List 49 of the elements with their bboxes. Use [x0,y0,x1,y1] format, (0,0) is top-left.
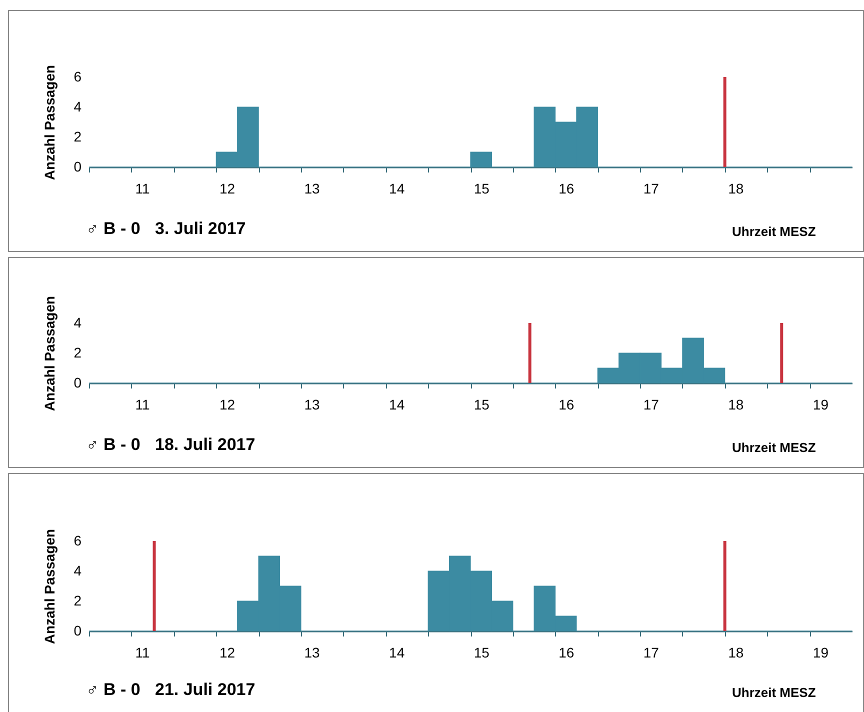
x-tick-label: 19 [812,644,829,660]
x-tick-label: 15 [474,180,490,196]
x-tick-label: 13 [304,396,320,412]
x-tick-label: 11 [135,180,150,196]
text: ♂ B - 0 [86,435,140,455]
x-tick-label: 14 [389,180,405,196]
x-tick-label: 17 [643,180,660,196]
x-tick-label: 14 [389,644,405,660]
y-axis-title: Anzahl Passagen [42,296,58,412]
y-axis-title: Anzahl Passagen [42,64,58,180]
x-tick-label: 12 [219,644,236,660]
y-axis-title: Anzahl Passagen [42,528,58,644]
x-axis-title: Uhrzeit MESZ [732,224,816,239]
y-tick-label: 4 [74,314,82,330]
y-tick-label: 0 [74,158,82,174]
x-axis-title: Uhrzeit MESZ [732,440,816,455]
y-tick-label: 0 [74,374,82,390]
y-tick-label: 4 [74,98,82,114]
y-tick-label: 4 [74,562,82,578]
y-tick-label: 6 [74,532,82,548]
y-tick-label: 2 [74,592,82,608]
x-tick-label: 16 [558,644,574,660]
x-tick-label: 16 [558,180,574,196]
x-tick-label: 14 [389,396,405,412]
x-tick-label: 16 [558,396,574,412]
text: 18. Juli 2017 [155,435,256,455]
text: 3. Juli 2017 [155,219,246,239]
y-tick-label: 6 [74,68,82,84]
x-tick-label: 19 [812,396,829,412]
x-tick-label: 12 [219,180,236,196]
x-tick-label: 11 [135,644,150,660]
x-tick-label: 12 [219,396,236,412]
x-tick-label: 15 [474,396,490,412]
x-tick-label: 18 [728,644,744,660]
x-tick-label: 11 [135,396,150,412]
x-tick-label: 13 [304,180,320,196]
x-tick-label: 18 [728,396,744,412]
y-tick-label: 0 [74,622,82,638]
text: 21. Juli 2017 [155,680,256,700]
x-tick-label: 17 [643,396,660,412]
x-tick-label: 18 [728,180,744,196]
x-tick-label: 13 [304,644,320,660]
y-tick-label: 2 [74,128,82,144]
text: ♂ B - 0 [86,219,140,239]
text: ♂ B - 0 [86,680,140,700]
y-tick-label: 2 [74,344,82,360]
x-axis-title: Uhrzeit MESZ [732,685,816,700]
x-tick-label: 15 [474,644,490,660]
x-tick-label: 17 [643,644,660,660]
